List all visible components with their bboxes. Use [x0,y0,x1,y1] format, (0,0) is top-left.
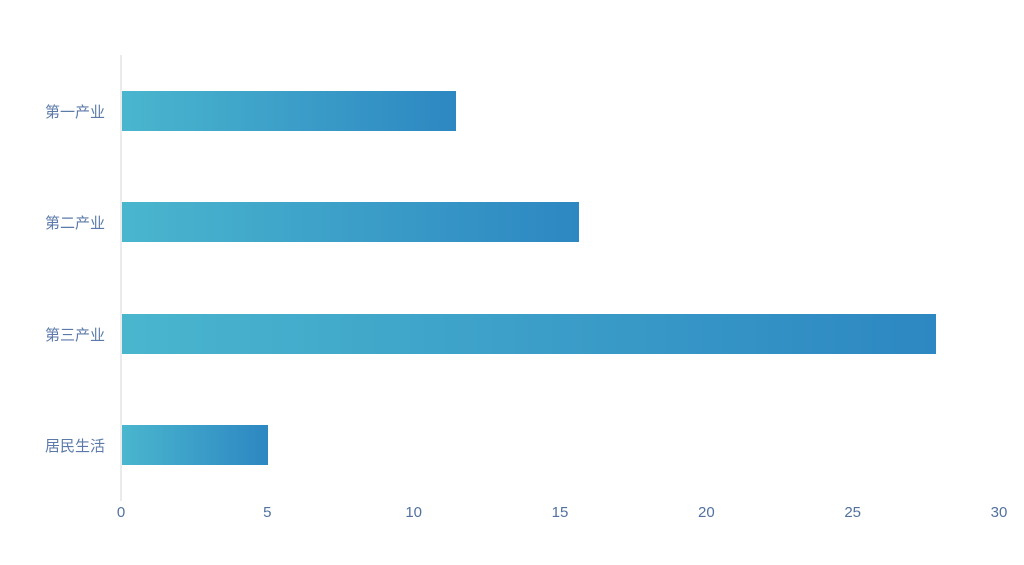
category-label: 第一产业 [44,103,105,121]
x-tick-label: 5 [263,504,272,521]
bar-3 [122,313,936,354]
x-tick-label: 20 [697,504,715,521]
y-axis-line [120,55,122,501]
x-tick-label: 25 [844,504,861,521]
category-label: 第二产业 [44,215,105,233]
bar-1 [122,90,456,131]
x-tick-label: 15 [551,504,569,521]
bar-4 [122,425,269,466]
x-tick-label: 30 [990,504,1008,521]
x-tick-label: 10 [405,504,422,521]
category-label: 居民生活 [44,438,105,456]
bar-2 [122,202,579,243]
category-label: 第三产业 [44,326,105,344]
x-tick-label: 0 [116,504,126,521]
